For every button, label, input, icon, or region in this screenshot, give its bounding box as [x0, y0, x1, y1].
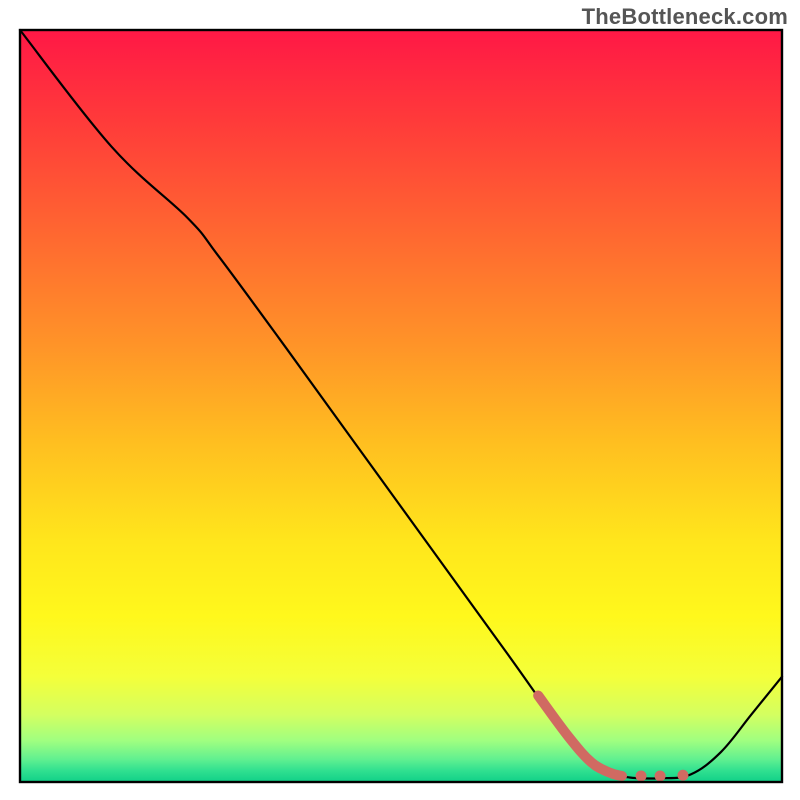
plot-background — [20, 30, 782, 782]
highlight-dot — [677, 770, 688, 781]
bottleneck-chart — [0, 0, 800, 800]
chart-container: TheBottleneck.com — [0, 0, 800, 800]
highlight-dots — [636, 770, 689, 782]
highlight-dot — [636, 770, 647, 781]
watermark-text: TheBottleneck.com — [582, 4, 788, 30]
highlight-dot — [655, 770, 666, 781]
